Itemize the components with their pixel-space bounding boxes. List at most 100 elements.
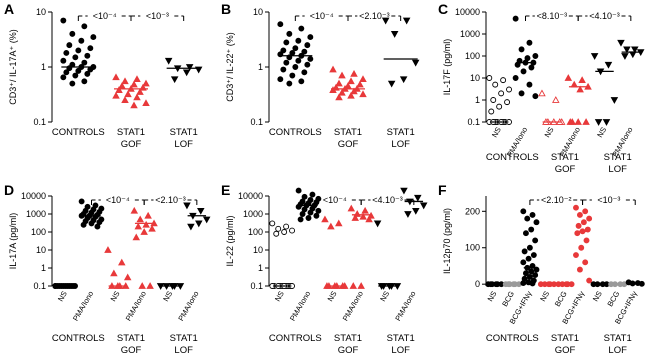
y-tick-label: 10000 xyxy=(455,7,480,17)
condition-label: PMA/Iono xyxy=(176,290,200,323)
data-point xyxy=(286,30,293,37)
data-point xyxy=(72,54,79,61)
data-point xyxy=(301,69,308,76)
data-point xyxy=(490,97,497,103)
y-tick-label: 1 xyxy=(41,263,46,273)
data-point xyxy=(321,215,329,223)
data-point xyxy=(130,206,139,214)
group-label: GOF xyxy=(121,345,142,356)
data-point xyxy=(144,211,152,219)
y-axis-label: IL-12p70 (pg/ml) xyxy=(442,208,452,274)
y-tick-label: 10000 xyxy=(238,191,263,201)
y-tick-label: 1 xyxy=(475,95,480,105)
panel-letter: F xyxy=(438,182,447,198)
panel-letter: D xyxy=(4,182,14,198)
data-point xyxy=(373,220,382,228)
group-label: CONTROLS xyxy=(52,127,105,138)
data-point xyxy=(142,99,150,107)
data-point xyxy=(60,74,67,81)
y-tick-label: 100 xyxy=(465,243,480,253)
data-point xyxy=(164,57,173,65)
data-point xyxy=(140,228,148,235)
data-point xyxy=(133,75,141,83)
group-label: LOF xyxy=(174,139,193,150)
data-point xyxy=(356,80,364,88)
data-point xyxy=(617,39,625,47)
data-point xyxy=(183,202,191,210)
data-point xyxy=(347,204,356,212)
data-point xyxy=(400,187,408,195)
y-tick-label: 0.1 xyxy=(33,117,46,127)
data-point xyxy=(387,80,396,88)
data-point xyxy=(504,99,511,106)
data-point xyxy=(518,46,525,53)
data-point xyxy=(60,57,67,64)
data-point xyxy=(498,90,505,97)
data-point xyxy=(298,25,305,32)
group-label: LOF xyxy=(608,345,627,356)
group-label: CONTROLS xyxy=(486,333,539,344)
y-tick-label: 1000 xyxy=(460,29,480,39)
data-point xyxy=(72,72,79,79)
data-point xyxy=(338,88,346,96)
group-label: GOF xyxy=(555,345,576,356)
data-point xyxy=(538,89,546,97)
data-point xyxy=(381,17,390,25)
data-point xyxy=(297,216,304,223)
condition-label: NS xyxy=(56,290,69,304)
condition-label: NS xyxy=(273,290,286,304)
data-point xyxy=(520,280,527,287)
y-tick-label: 0.1 xyxy=(250,117,263,127)
data-point xyxy=(512,75,519,81)
data-point xyxy=(576,211,583,218)
condition-label: NS xyxy=(490,126,503,140)
data-point xyxy=(202,216,211,224)
data-point xyxy=(610,97,619,104)
data-point xyxy=(488,108,495,115)
data-point xyxy=(277,76,284,83)
data-point xyxy=(273,230,280,237)
data-point xyxy=(295,57,302,64)
data-point xyxy=(87,45,94,52)
data-point xyxy=(84,70,91,77)
data-point xyxy=(130,101,138,109)
p-value: <2.10⁻³ xyxy=(155,195,186,205)
data-point xyxy=(148,224,156,232)
data-point xyxy=(304,42,311,49)
data-point xyxy=(75,67,82,74)
data-point xyxy=(357,282,365,289)
data-point xyxy=(578,76,586,83)
data-point xyxy=(365,215,373,223)
data-point xyxy=(295,37,302,44)
y-tick-label: 0 xyxy=(475,279,480,289)
data-point xyxy=(313,212,320,219)
y-tick-label: 10 xyxy=(253,245,263,255)
data-point xyxy=(399,76,408,84)
data-point xyxy=(512,15,519,22)
data-point xyxy=(522,230,529,237)
group-label: STAT1 xyxy=(551,333,579,344)
data-point xyxy=(335,79,343,87)
p-value: <4.10⁻³ xyxy=(372,195,403,205)
data-point xyxy=(136,215,144,223)
data-point xyxy=(134,222,143,230)
data-point xyxy=(532,237,539,244)
data-point xyxy=(63,50,70,56)
group-label: STAT1 xyxy=(117,333,145,344)
y-tick-label: 10 xyxy=(470,73,480,83)
group-label: CONTROLS xyxy=(52,333,105,344)
data-point xyxy=(104,246,112,253)
data-point xyxy=(283,39,290,46)
data-point xyxy=(305,215,312,221)
data-point xyxy=(506,86,512,93)
data-point xyxy=(112,91,120,99)
data-point xyxy=(90,34,97,41)
data-point xyxy=(309,191,316,198)
data-point xyxy=(520,208,527,215)
y-axis-label: CD3⁺/ IL-22⁺ (%) xyxy=(225,32,235,102)
y-tick-label: 0.1 xyxy=(33,281,46,291)
data-point xyxy=(338,71,346,79)
data-point xyxy=(329,65,337,73)
data-point xyxy=(359,90,367,98)
